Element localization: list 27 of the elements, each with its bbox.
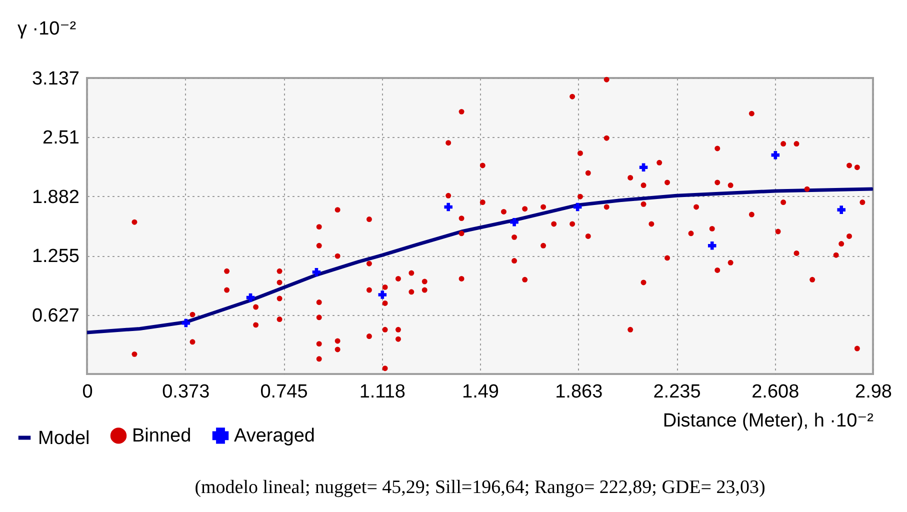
point <box>378 290 387 299</box>
x-tick-label: 0.745 <box>260 382 308 402</box>
x-tick-label: 0.373 <box>162 382 210 402</box>
point <box>639 163 648 172</box>
x-tick-label: 2.98 <box>855 382 892 402</box>
y-tick-label: 1.255 <box>32 246 80 268</box>
y-axis-title: γ ·10⁻² <box>18 18 76 40</box>
legend-label: Model <box>38 428 90 449</box>
x-axis-title: Distance (Meter), h ·10⁻² <box>662 410 874 432</box>
x-tick-label: 0 <box>82 382 93 402</box>
text: (modelo lineal; nugget= 45,29; Sill=196,64; Rango= 222,89; GDE= 23,03) <box>194 477 766 498</box>
x-tick-label: 2.608 <box>752 382 800 402</box>
legend-label: Binned <box>132 426 192 447</box>
point <box>510 218 518 226</box>
point <box>708 242 716 250</box>
x-tick-label: 1.863 <box>555 382 603 402</box>
x-tick-label: 1.49 <box>462 382 499 402</box>
x-tick-label: 2.235 <box>653 382 701 402</box>
y-tick-label: 2.51 <box>42 128 80 149</box>
point <box>444 202 452 212</box>
y-tick-label: 1.882 <box>32 186 80 208</box>
point <box>837 206 846 214</box>
line-series <box>87 187 873 334</box>
y-tick-label: 0.627 <box>32 305 80 326</box>
y-tick-label: 3.137 <box>32 68 80 90</box>
x-tick-label: 1.118 <box>359 382 406 402</box>
legend-label: Averaged <box>234 426 315 447</box>
